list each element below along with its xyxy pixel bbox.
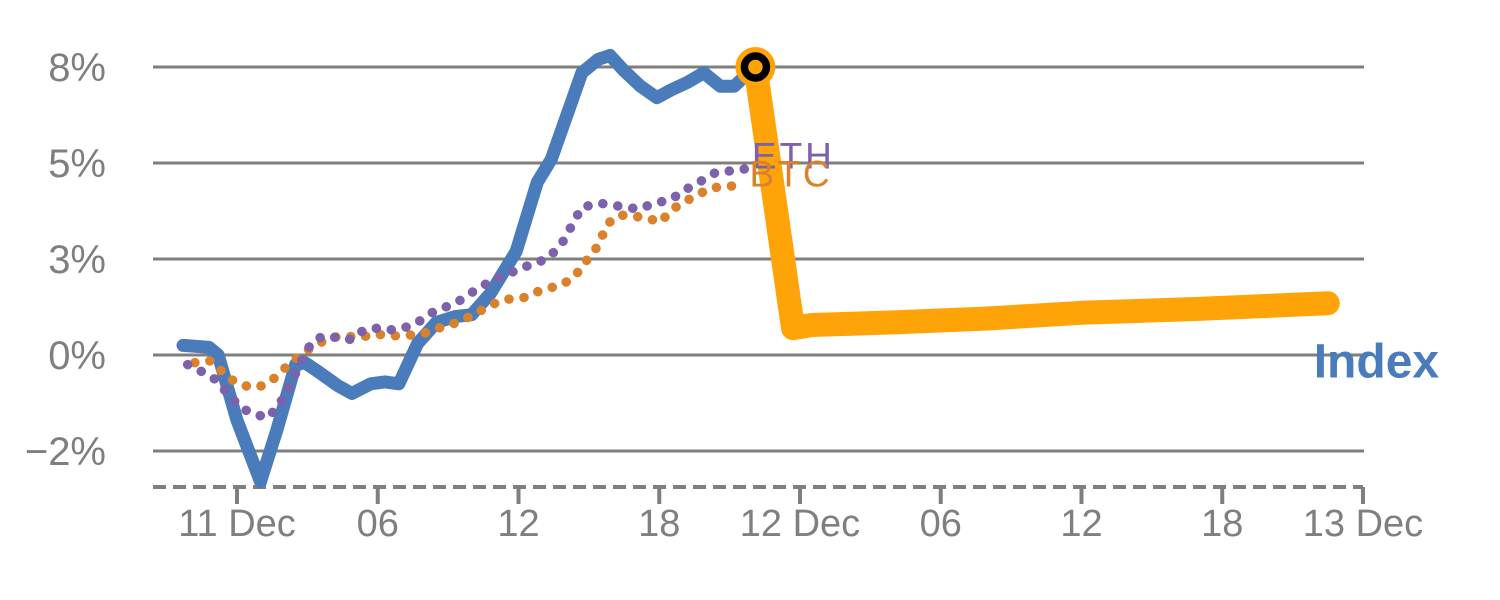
series-label-eth: ETH <box>752 135 835 176</box>
x-tick-label: 12 <box>497 503 539 545</box>
y-tick-label: 0% <box>48 334 106 378</box>
x-tick-label: 11 Dec <box>178 503 296 545</box>
series-line-eth <box>182 164 751 424</box>
y-tick-label: 3% <box>48 238 106 282</box>
series-line-index <box>176 49 762 489</box>
peak-marker-ring <box>740 52 771 82</box>
series-label-index: Index <box>1314 336 1440 389</box>
series-line-index-live <box>743 55 1340 341</box>
x-tick-label: 13 Dec <box>1303 503 1423 545</box>
y-tick-label: 5% <box>48 142 106 186</box>
x-tick-label: 12 <box>1060 503 1102 545</box>
series-label-btc: BTC <box>750 154 833 195</box>
y-tick-label: 8% <box>48 46 106 90</box>
series-line-btc <box>190 181 749 393</box>
x-tick-label: 18 <box>1201 503 1243 545</box>
x-tick-label: 18 <box>638 503 680 545</box>
y-tick-label: −2% <box>25 430 106 474</box>
x-tick-label: 06 <box>357 503 399 545</box>
x-tick-label: 06 <box>920 503 962 545</box>
x-tick-label: 12 Dec <box>740 503 860 545</box>
